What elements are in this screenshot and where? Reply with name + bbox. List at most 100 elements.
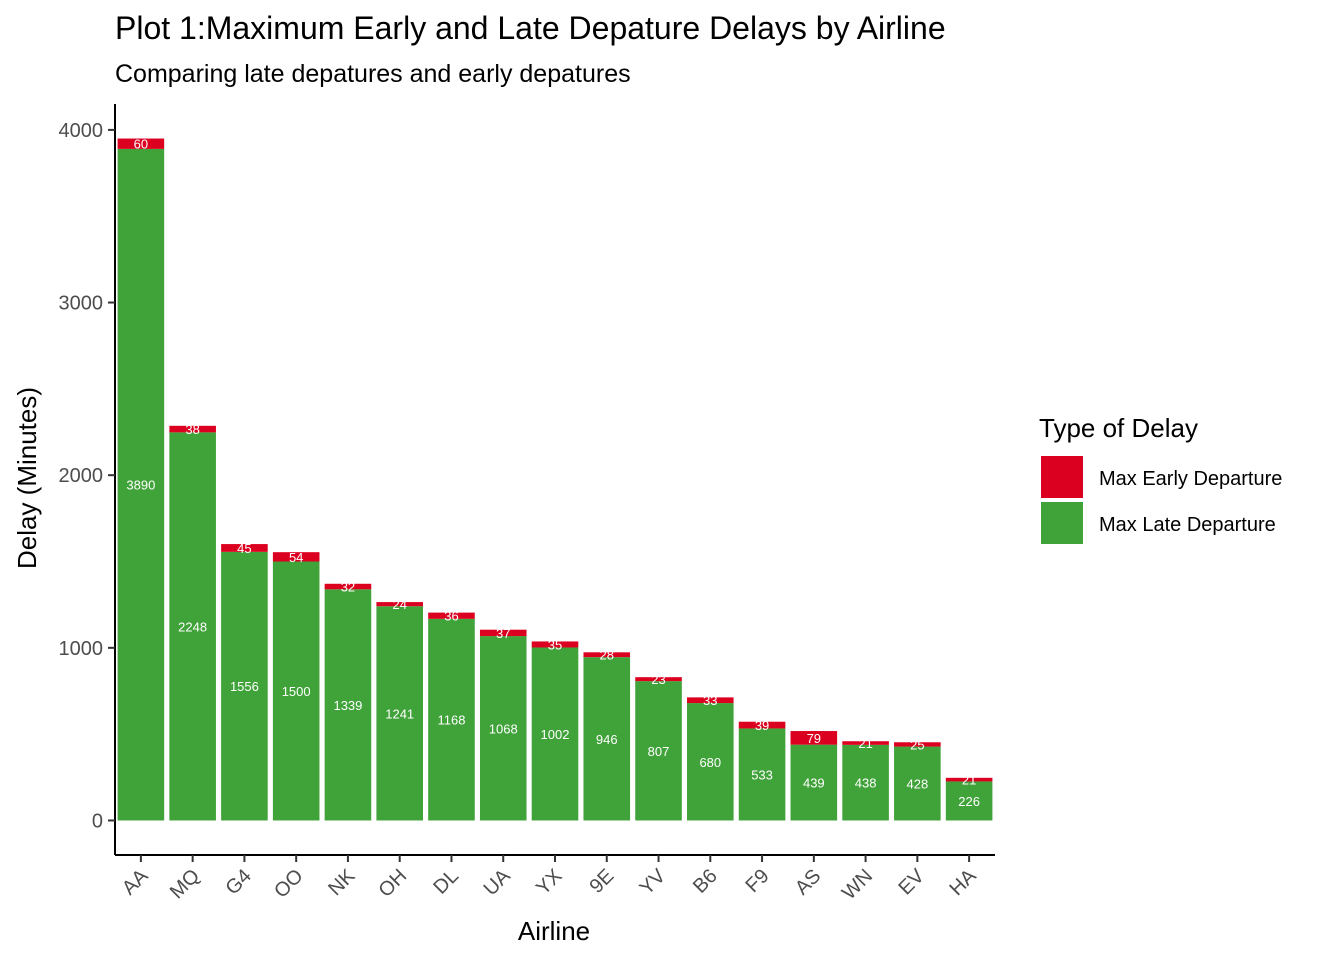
x-tick-label-EV: EV — [894, 865, 929, 900]
bar-early-9E — [583, 652, 631, 658]
bar-label-early-YV: 23 — [651, 672, 665, 687]
bar-label-early-OH: 24 — [392, 597, 406, 612]
bar-label-early-UA: 37 — [496, 626, 510, 641]
bar-late-UA — [479, 636, 527, 821]
bar-label-late-F9: 533 — [751, 767, 773, 782]
bar-label-late-EV: 428 — [907, 777, 929, 792]
x-tick-label-WN: WN — [838, 865, 877, 904]
bar-early-G4 — [221, 544, 268, 552]
bar-label-early-9E: 28 — [600, 648, 614, 663]
bar-early-OH — [376, 602, 423, 607]
y-axis-title: Delay (Minutes) — [12, 387, 42, 569]
x-tick-label-OH: OH — [374, 865, 411, 902]
bar-late-B6 — [687, 703, 734, 821]
bar-late-YX — [531, 647, 579, 821]
bar-label-early-G4: 45 — [237, 541, 251, 556]
legend: Type of Delay Max Early Departure Max La… — [1039, 413, 1282, 544]
bar-late-NK — [324, 589, 372, 821]
bar-label-early-NK: 32 — [341, 580, 355, 595]
bar-late-AA — [117, 148, 165, 821]
bar-early-EV — [894, 742, 941, 747]
bar-early-YV — [635, 677, 682, 682]
bar-early-AA — [117, 138, 165, 149]
bar-label-late-DL: 1168 — [437, 713, 465, 728]
bar-label-late-OH: 1241 — [385, 706, 414, 721]
legend-title: Type of Delay — [1039, 413, 1198, 443]
x-tick-label-HA: HA — [945, 865, 981, 901]
bar-label-early-WN: 21 — [858, 736, 872, 751]
bar-early-MQ — [169, 425, 216, 433]
bar-label-late-B6: 680 — [699, 755, 721, 770]
bar-early-B6 — [687, 697, 734, 704]
x-tick-label-AA: AA — [118, 865, 153, 900]
bar-label-early-AA: 60 — [134, 137, 148, 152]
bar-label-early-MQ: 38 — [185, 422, 199, 437]
x-axis-title: Airline — [518, 916, 590, 946]
bar-label-late-UA: 1068 — [489, 721, 518, 736]
bar-late-MQ — [169, 432, 216, 821]
bar-label-early-EV: 25 — [910, 737, 924, 752]
bar-late-AS — [790, 744, 838, 821]
x-tick-label-UA: UA — [480, 865, 516, 901]
x-tick-label-MQ: MQ — [166, 865, 204, 903]
bar-label-late-WN: 438 — [855, 776, 877, 791]
bar-early-YX — [531, 641, 579, 648]
bar-label-early-B6: 33 — [703, 693, 717, 708]
x-axis: AA MQ G4 OO NK OH DL UA YX 9E YV B6 F9 AS WN EV HA — [115, 854, 995, 904]
bar-label-late-HA: 226 — [958, 794, 980, 809]
bar-early-F9 — [738, 721, 786, 729]
bar-label-late-OO: 1500 — [282, 684, 311, 699]
bar-late-HA — [945, 781, 993, 821]
bar-early-UA — [479, 629, 527, 637]
bar-label-late-AS: 439 — [803, 776, 825, 791]
x-tick-label-NK: NK — [324, 865, 360, 901]
x-tick-label-AS: AS — [791, 865, 825, 899]
bar-label-early-HA: 21 — [962, 773, 976, 788]
chart-title: Plot 1:Maximum Early and Late Depature D… — [115, 10, 946, 46]
bar-label-late-YV: 807 — [648, 744, 670, 759]
y-axis: 0 1000 2000 3000 4000 — [59, 104, 116, 855]
x-tick-label-9E: 9E — [585, 865, 618, 898]
legend-swatch-early — [1041, 456, 1083, 498]
bar-late-YV — [635, 681, 682, 821]
bar-early-DL — [428, 612, 475, 619]
bar-label-early-OO: 54 — [289, 550, 303, 565]
bar-label-late-AA: 3890 — [126, 478, 155, 493]
bar-early-HA — [945, 777, 993, 782]
bar-late-F9 — [738, 728, 786, 821]
legend-label-early: Max Early Departure — [1099, 468, 1282, 490]
bar-label-late-NK: 1339 — [333, 698, 362, 713]
bar-early-AS — [790, 731, 838, 745]
y-tick-label: 2000 — [59, 465, 104, 487]
bar-early-NK — [324, 583, 372, 590]
x-tick-label-F9: F9 — [742, 865, 774, 897]
chart-subtitle: Comparing late depatures and early depat… — [115, 60, 631, 88]
x-tick-label-G4: G4 — [222, 865, 256, 899]
legend-swatch-late — [1041, 502, 1083, 544]
legend-label-late: Max Late Departure — [1099, 514, 1276, 536]
x-tick-label-YX: YX — [532, 865, 566, 899]
bar-label-late-MQ: 2248 — [178, 619, 207, 634]
bar-early-WN — [842, 741, 889, 745]
bar-label-early-AS: 79 — [807, 731, 821, 746]
bar-label-early-DL: 36 — [444, 609, 458, 624]
x-tick-label-DL: DL — [429, 865, 463, 899]
bar-label-late-9E: 946 — [596, 732, 618, 747]
y-tick-label: 0 — [92, 810, 103, 832]
bar-late-DL — [428, 618, 475, 821]
bar-late-OH — [376, 606, 423, 821]
bar-early-OO — [272, 552, 320, 562]
bar-late-9E — [583, 657, 631, 821]
y-tick-label: 3000 — [59, 293, 104, 315]
bar-late-OO — [272, 561, 320, 821]
x-tick-label-OO: OO — [270, 865, 308, 903]
bar-label-late-YX: 1002 — [541, 727, 570, 742]
bar-late-WN — [842, 744, 889, 821]
bar-late-EV — [894, 746, 941, 821]
bars-group: 3890 60 2248 38 1556 45 1500 54 1339 32 1241 24 1168… — [117, 137, 993, 821]
bar-label-early-YX: 35 — [548, 637, 562, 652]
x-tick-label-B6: B6 — [689, 865, 722, 898]
x-tick-label-YV: YV — [636, 865, 671, 900]
